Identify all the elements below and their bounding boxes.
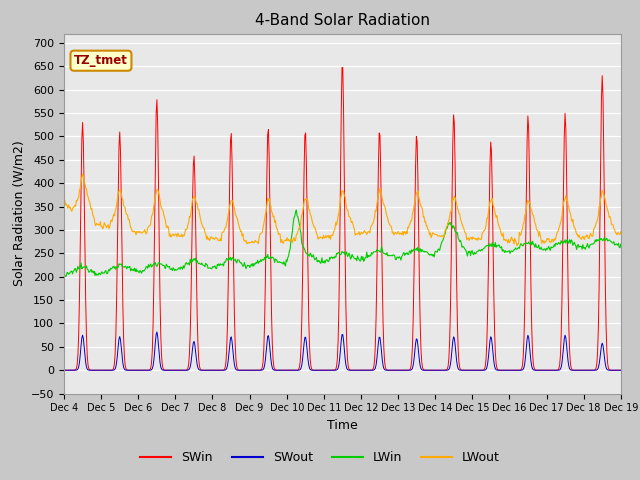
LWout xyxy=(79,171,86,177)
Y-axis label: Solar Radiation (W/m2): Solar Radiation (W/m2) xyxy=(12,141,26,287)
SWin xyxy=(127,367,135,373)
SWout xyxy=(617,367,625,373)
SWin xyxy=(214,367,221,373)
SWout xyxy=(60,367,68,373)
SWout xyxy=(411,348,419,354)
Line: SWout: SWout xyxy=(64,332,621,370)
LWin xyxy=(214,263,222,268)
LWin xyxy=(185,260,193,266)
LWin xyxy=(71,266,79,272)
SWout xyxy=(185,367,193,372)
Legend: SWin, SWout, LWin, LWout: SWin, SWout, LWin, LWout xyxy=(135,446,505,469)
LWin xyxy=(617,241,625,247)
LWout xyxy=(513,243,521,249)
SWin xyxy=(60,367,68,373)
LWin xyxy=(428,251,436,257)
SWin xyxy=(70,367,78,373)
Text: TZ_tmet: TZ_tmet xyxy=(74,54,128,67)
SWout xyxy=(214,367,222,373)
SWin xyxy=(617,367,625,373)
LWin xyxy=(412,247,419,252)
LWin xyxy=(128,267,136,273)
Line: LWin: LWin xyxy=(64,210,621,276)
LWout xyxy=(185,219,193,225)
LWout xyxy=(128,228,136,234)
SWout xyxy=(127,367,135,373)
LWout xyxy=(428,235,435,240)
Line: SWin: SWin xyxy=(64,68,621,370)
LWout xyxy=(617,228,625,234)
SWin xyxy=(338,65,346,71)
SWout xyxy=(70,367,78,373)
LWin xyxy=(292,207,300,213)
SWin xyxy=(428,367,435,373)
SWout xyxy=(153,329,161,335)
LWin xyxy=(60,273,68,279)
SWin xyxy=(411,214,419,220)
LWout xyxy=(411,199,419,204)
LWout xyxy=(70,204,78,210)
Line: LWout: LWout xyxy=(64,174,621,246)
X-axis label: Time: Time xyxy=(327,419,358,432)
LWout xyxy=(60,200,68,206)
LWin xyxy=(61,274,69,279)
SWout xyxy=(428,367,435,373)
LWout xyxy=(214,238,222,243)
Title: 4-Band Solar Radiation: 4-Band Solar Radiation xyxy=(255,13,430,28)
SWin xyxy=(184,365,192,371)
